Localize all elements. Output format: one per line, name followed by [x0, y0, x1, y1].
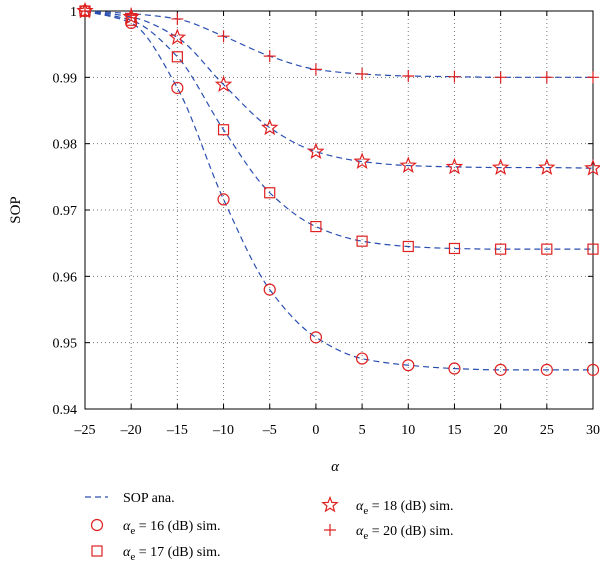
- data-point-star: [447, 159, 461, 173]
- legend-label-square: αe = 17 (dB) sim.: [123, 545, 221, 563]
- data-point-plus: [448, 71, 460, 83]
- x-tick-label: 10: [401, 423, 415, 438]
- analytic-curves: [85, 11, 593, 370]
- y-tick-label: 1: [70, 5, 77, 20]
- y-tick-label: 0.96: [53, 270, 78, 285]
- data-point-circle: [357, 353, 368, 364]
- grid: [85, 11, 593, 409]
- series-markers-plus: [79, 5, 599, 83]
- data-point-plus: [356, 68, 368, 80]
- data-point-plus: [218, 30, 230, 42]
- x-tick-label: 30: [586, 423, 600, 438]
- x-tick-label: –15: [166, 423, 188, 438]
- analytic-curve-square: [85, 11, 593, 249]
- x-tick-label: –25: [74, 423, 96, 438]
- data-point-plus: [587, 71, 599, 83]
- y-tick-label: 0.98: [53, 138, 78, 153]
- legend-label-plus: αe = 20 (dB) sim.: [356, 524, 454, 542]
- legend-marker-square: [92, 546, 102, 556]
- series-markers-circle: [80, 6, 599, 376]
- data-point-star: [401, 158, 415, 172]
- analytic-curve-circle: [85, 11, 593, 370]
- legend-label-circle: αe = 16 (dB) sim.: [123, 519, 221, 537]
- y-tick-label: 0.97: [53, 204, 78, 219]
- x-tick-label: –5: [262, 423, 277, 438]
- x-axis-title: α: [331, 459, 340, 475]
- data-point-plus: [264, 50, 276, 62]
- data-point-plus: [495, 71, 507, 83]
- series-markers-square: [80, 6, 598, 254]
- axis-ticks: –25 –20 –15 –10 –5 0 5 10 15 20 25 30 0.94 0.95 0.96 0.…: [53, 5, 600, 438]
- legend-marker-plus: [324, 524, 336, 536]
- y-tick-label: 0.94: [53, 403, 78, 418]
- simulation-markers: [78, 4, 600, 376]
- data-point-star: [355, 154, 369, 168]
- data-point-plus: [310, 63, 322, 75]
- x-tick-label: 20: [494, 423, 508, 438]
- x-tick-label: 5: [359, 423, 366, 438]
- data-point-plus: [541, 71, 553, 83]
- legend-label-star: αe = 18 (dB) sim.: [356, 499, 454, 517]
- y-tick-label: 0.95: [53, 337, 78, 352]
- x-tick-label: 25: [540, 423, 554, 438]
- x-tick-label: –10: [212, 423, 234, 438]
- legend: SOP ana. αe = 16 (dB) sim. αe = 17 (dB) si…: [85, 491, 454, 563]
- legend-marker-circle: [92, 520, 103, 531]
- legend-marker-star: [323, 498, 337, 512]
- y-tick-label: 0.99: [53, 71, 78, 86]
- x-tick-label: 0: [312, 423, 319, 438]
- x-tick-label: –20: [120, 423, 142, 438]
- analytic-curve-plus: [85, 11, 593, 77]
- legend-analytic-label: SOP ana.: [123, 491, 175, 506]
- data-point-circle: [310, 332, 321, 343]
- y-axis-title: SOP: [8, 196, 24, 224]
- data-point-plus: [402, 70, 414, 82]
- x-tick-label: 15: [447, 423, 461, 438]
- series-markers-star: [78, 4, 600, 175]
- data-point-plus: [171, 13, 183, 25]
- analytic-curve-star: [85, 11, 593, 168]
